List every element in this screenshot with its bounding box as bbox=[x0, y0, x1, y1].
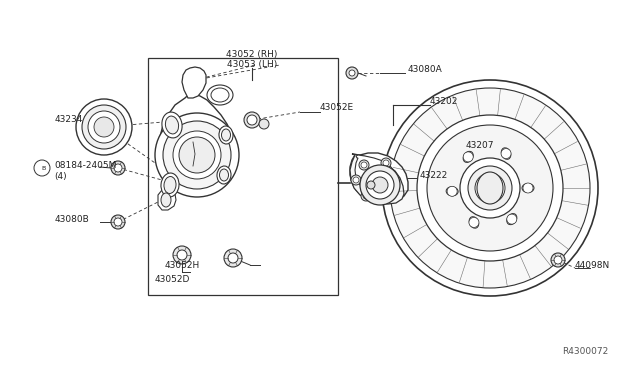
Circle shape bbox=[163, 121, 231, 189]
Circle shape bbox=[247, 115, 257, 125]
Circle shape bbox=[173, 131, 221, 179]
Ellipse shape bbox=[162, 112, 182, 138]
Circle shape bbox=[360, 165, 400, 205]
Ellipse shape bbox=[207, 85, 233, 105]
Circle shape bbox=[353, 177, 359, 183]
Circle shape bbox=[351, 175, 361, 185]
Circle shape bbox=[111, 215, 125, 229]
Ellipse shape bbox=[221, 129, 230, 141]
Circle shape bbox=[366, 171, 394, 199]
Circle shape bbox=[363, 193, 369, 199]
Text: R4300072: R4300072 bbox=[562, 347, 608, 356]
Circle shape bbox=[76, 99, 132, 155]
Circle shape bbox=[427, 125, 553, 251]
Circle shape bbox=[179, 137, 215, 173]
Circle shape bbox=[372, 177, 388, 193]
Ellipse shape bbox=[161, 193, 171, 207]
Circle shape bbox=[94, 117, 114, 137]
Polygon shape bbox=[158, 188, 176, 210]
Polygon shape bbox=[160, 94, 236, 192]
Ellipse shape bbox=[217, 166, 231, 184]
Text: 43052H: 43052H bbox=[165, 260, 200, 269]
Text: 43080A: 43080A bbox=[408, 65, 443, 74]
Circle shape bbox=[482, 180, 498, 196]
Circle shape bbox=[554, 256, 562, 264]
Text: 44098N: 44098N bbox=[575, 260, 611, 269]
Text: 43052E: 43052E bbox=[320, 103, 354, 112]
Polygon shape bbox=[355, 155, 399, 197]
Circle shape bbox=[469, 218, 479, 227]
Ellipse shape bbox=[219, 126, 233, 144]
Text: 43207: 43207 bbox=[466, 141, 495, 150]
Circle shape bbox=[361, 191, 371, 201]
Ellipse shape bbox=[522, 183, 534, 192]
Ellipse shape bbox=[165, 116, 179, 134]
Ellipse shape bbox=[463, 151, 473, 163]
Circle shape bbox=[391, 177, 397, 183]
Circle shape bbox=[468, 166, 512, 210]
Circle shape bbox=[111, 161, 125, 175]
Circle shape bbox=[224, 249, 242, 267]
Polygon shape bbox=[182, 67, 206, 98]
Circle shape bbox=[381, 158, 391, 168]
Circle shape bbox=[417, 115, 563, 261]
Circle shape bbox=[82, 105, 126, 149]
Circle shape bbox=[173, 246, 191, 264]
Circle shape bbox=[349, 70, 355, 76]
Text: 43202: 43202 bbox=[430, 97, 458, 106]
Circle shape bbox=[385, 193, 391, 199]
Circle shape bbox=[346, 67, 358, 79]
Text: 08184-2405M: 08184-2405M bbox=[54, 160, 116, 170]
Circle shape bbox=[259, 119, 269, 129]
Ellipse shape bbox=[211, 88, 229, 102]
Circle shape bbox=[382, 80, 598, 296]
Circle shape bbox=[475, 173, 505, 203]
Circle shape bbox=[228, 253, 238, 263]
Circle shape bbox=[390, 88, 590, 288]
Ellipse shape bbox=[507, 214, 517, 225]
Circle shape bbox=[88, 111, 120, 143]
Text: B: B bbox=[42, 166, 46, 170]
Circle shape bbox=[507, 214, 516, 224]
Bar bbox=[148, 58, 338, 295]
Polygon shape bbox=[350, 153, 408, 203]
Circle shape bbox=[383, 160, 389, 166]
Circle shape bbox=[447, 186, 457, 196]
Circle shape bbox=[114, 164, 122, 172]
Ellipse shape bbox=[161, 173, 179, 197]
Circle shape bbox=[359, 160, 369, 170]
Circle shape bbox=[114, 218, 122, 226]
Circle shape bbox=[177, 250, 187, 260]
Circle shape bbox=[501, 148, 511, 158]
Text: (4): (4) bbox=[54, 171, 67, 180]
Text: 43234: 43234 bbox=[55, 115, 83, 125]
Circle shape bbox=[389, 175, 399, 185]
Text: 43052D: 43052D bbox=[155, 276, 190, 285]
Ellipse shape bbox=[220, 169, 228, 181]
Text: 43222: 43222 bbox=[420, 170, 448, 180]
Circle shape bbox=[551, 253, 565, 267]
Ellipse shape bbox=[477, 172, 503, 204]
Ellipse shape bbox=[446, 187, 458, 196]
Text: 43080B: 43080B bbox=[55, 215, 90, 224]
Circle shape bbox=[463, 152, 473, 162]
Ellipse shape bbox=[469, 217, 479, 228]
Circle shape bbox=[523, 183, 533, 193]
Text: 43052 (RH): 43052 (RH) bbox=[227, 51, 278, 60]
Ellipse shape bbox=[164, 177, 176, 193]
Circle shape bbox=[367, 181, 375, 189]
Text: 43053 (LH): 43053 (LH) bbox=[227, 61, 277, 70]
Polygon shape bbox=[350, 154, 404, 204]
Ellipse shape bbox=[501, 148, 511, 159]
Circle shape bbox=[361, 162, 367, 168]
Circle shape bbox=[383, 191, 393, 201]
Circle shape bbox=[244, 112, 260, 128]
Circle shape bbox=[460, 158, 520, 218]
Circle shape bbox=[155, 113, 239, 197]
